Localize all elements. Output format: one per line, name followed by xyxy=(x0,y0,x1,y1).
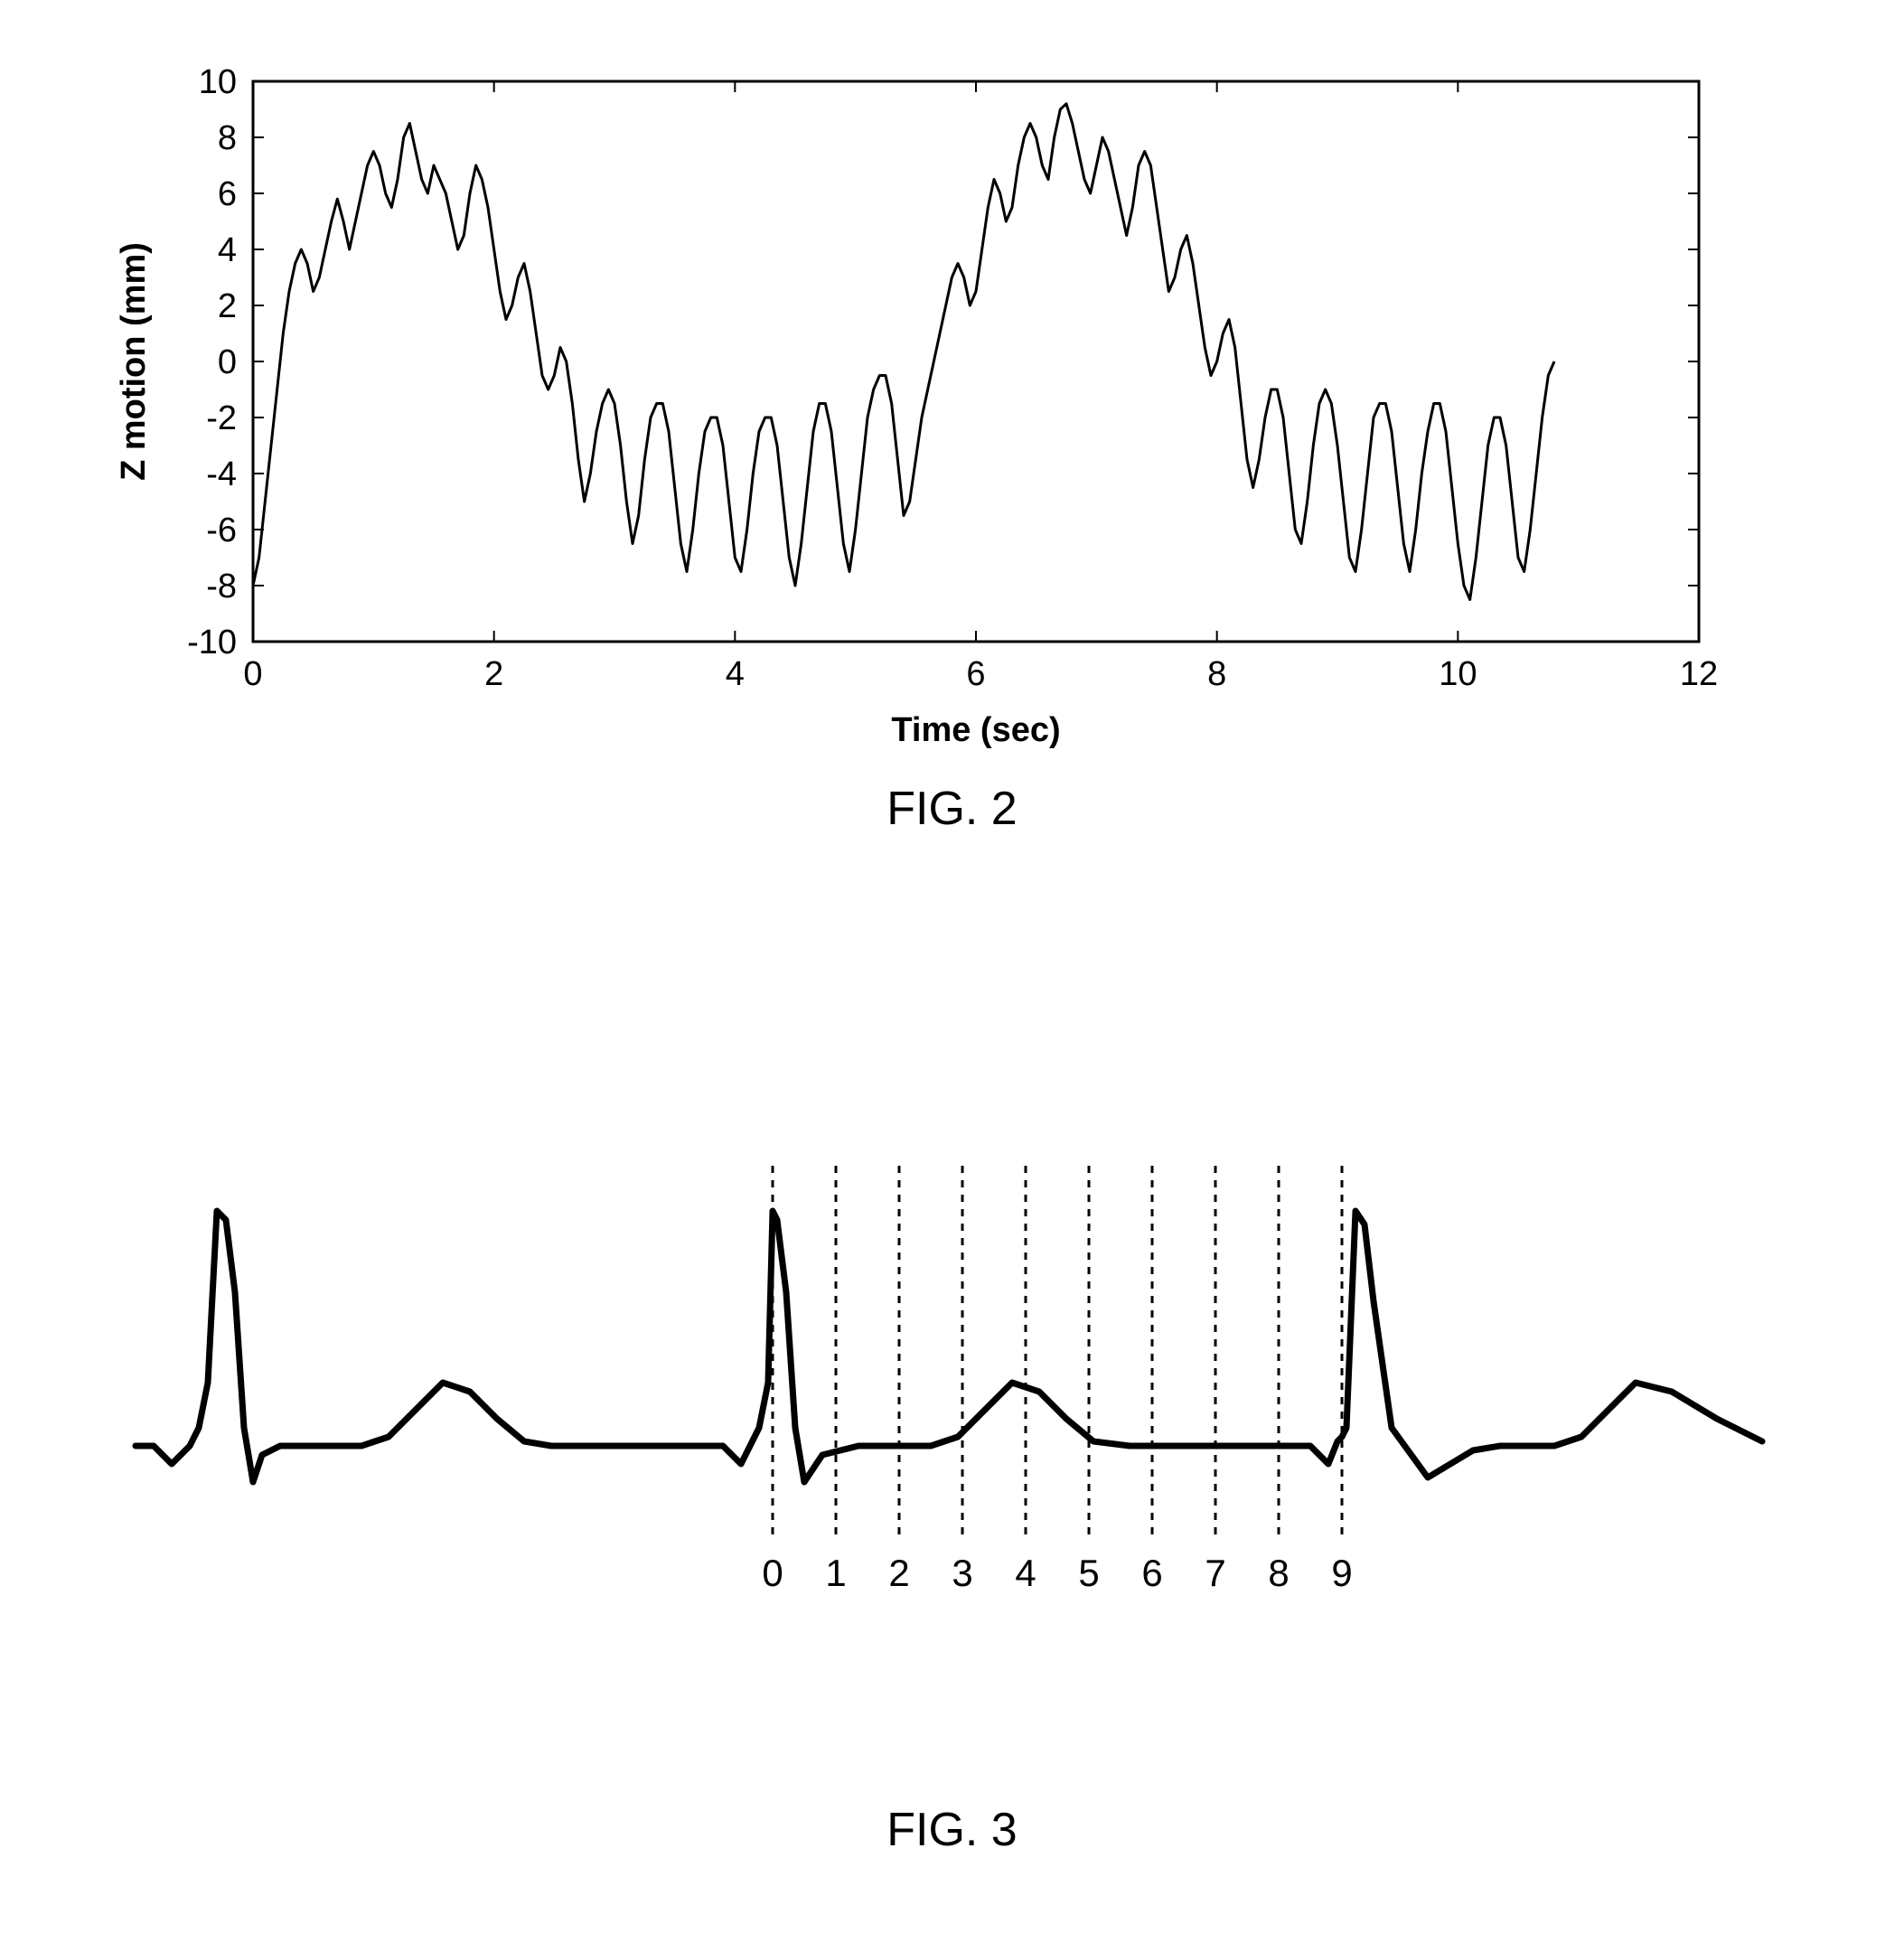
svg-text:2: 2 xyxy=(218,287,237,325)
figure-2-caption: FIG. 2 xyxy=(0,782,1904,836)
figure-2: 0 2 4 6 8 10 12 -10 -8 -6 -4 -2 0 2 4 6 8 10 Time (sec) Z m… xyxy=(0,0,1904,836)
svg-text:-10: -10 xyxy=(187,624,237,661)
figure-2-chart: 0 2 4 6 8 10 12 -10 -8 -6 -4 -2 0 2 4 6 8 10 Time (sec) Z m… xyxy=(0,0,1904,768)
figure-3: 012 3 456 7 89 FIG. 3 xyxy=(0,1112,1904,1857)
svg-text:-8: -8 xyxy=(206,568,237,605)
svg-text:5: 5 xyxy=(1078,1552,1099,1594)
svg-text:9: 9 xyxy=(1331,1552,1352,1594)
svg-text:12: 12 xyxy=(1680,655,1718,693)
svg-text:6: 6 xyxy=(1141,1552,1162,1594)
svg-text:8: 8 xyxy=(1268,1552,1289,1594)
svg-text:-6: -6 xyxy=(206,511,237,549)
svg-text:6: 6 xyxy=(218,175,237,213)
svg-text:7: 7 xyxy=(1205,1552,1225,1594)
svg-text:4: 4 xyxy=(218,231,237,269)
svg-text:6: 6 xyxy=(966,655,985,693)
svg-text:8: 8 xyxy=(1207,655,1226,693)
svg-text:0: 0 xyxy=(762,1552,783,1594)
svg-text:4: 4 xyxy=(1015,1552,1036,1594)
svg-text:2: 2 xyxy=(888,1552,909,1594)
svg-text:10: 10 xyxy=(1439,655,1477,693)
svg-text:-4: -4 xyxy=(206,455,237,493)
svg-text:10: 10 xyxy=(199,63,237,101)
svg-text:-2: -2 xyxy=(206,399,237,437)
svg-text:4: 4 xyxy=(726,655,745,693)
svg-text:1: 1 xyxy=(825,1552,846,1594)
svg-text:3: 3 xyxy=(952,1552,972,1594)
figure-3-chart: 012 3 456 7 89 xyxy=(0,1112,1904,1744)
svg-text:Time (sec): Time (sec) xyxy=(891,711,1060,749)
svg-text:8: 8 xyxy=(218,119,237,157)
svg-text:2: 2 xyxy=(484,655,503,693)
svg-text:0: 0 xyxy=(218,343,237,381)
svg-text:0: 0 xyxy=(243,655,262,693)
figure-3-caption: FIG. 3 xyxy=(0,1803,1904,1857)
svg-text:Z motion (mm): Z motion (mm) xyxy=(115,242,153,481)
